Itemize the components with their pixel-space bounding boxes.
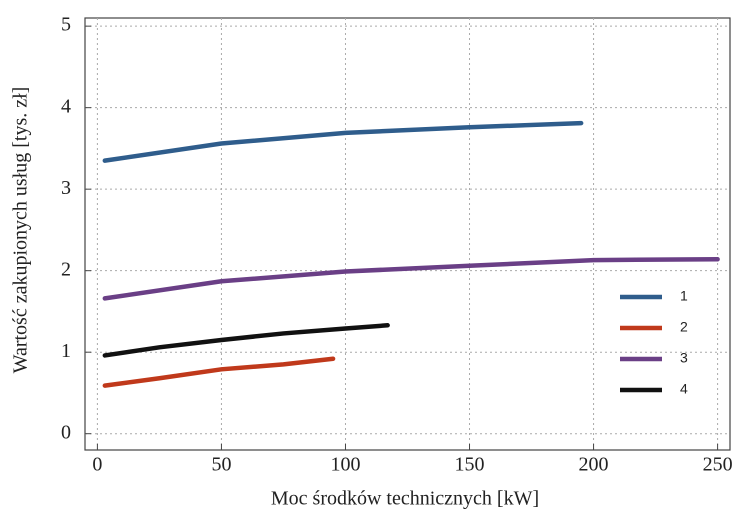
y-tick-label: 5 — [61, 14, 71, 36]
y-tick-label: 3 — [61, 177, 71, 199]
y-tick-label: 2 — [61, 258, 71, 280]
line-series — [102, 323, 390, 358]
x-tick-label: 100 — [330, 454, 360, 476]
x-tick-label: 50 — [211, 454, 231, 476]
x-tick-label: 250 — [703, 454, 733, 476]
y-axis-label: Wartość zakupionych usług [tys. zł] — [10, 87, 32, 374]
y-tick-label: 4 — [61, 95, 71, 117]
legend-label: 4 — [680, 381, 688, 397]
x-axis-label: Moc środków technicznych [kW] — [271, 488, 539, 510]
plot-frame — [84, 17, 731, 451]
legend-label: 1 — [680, 288, 688, 304]
x-tick-label: 200 — [579, 454, 609, 476]
y-tick-label: 0 — [61, 421, 71, 443]
line-series — [102, 257, 720, 301]
legend-label: 3 — [680, 350, 688, 366]
line-series — [102, 356, 336, 388]
x-tick-label: 0 — [92, 454, 102, 476]
x-tick-label: 150 — [455, 454, 485, 476]
legend-label: 2 — [680, 319, 688, 335]
y-tick-label: 1 — [61, 340, 71, 362]
line-series — [102, 120, 584, 163]
